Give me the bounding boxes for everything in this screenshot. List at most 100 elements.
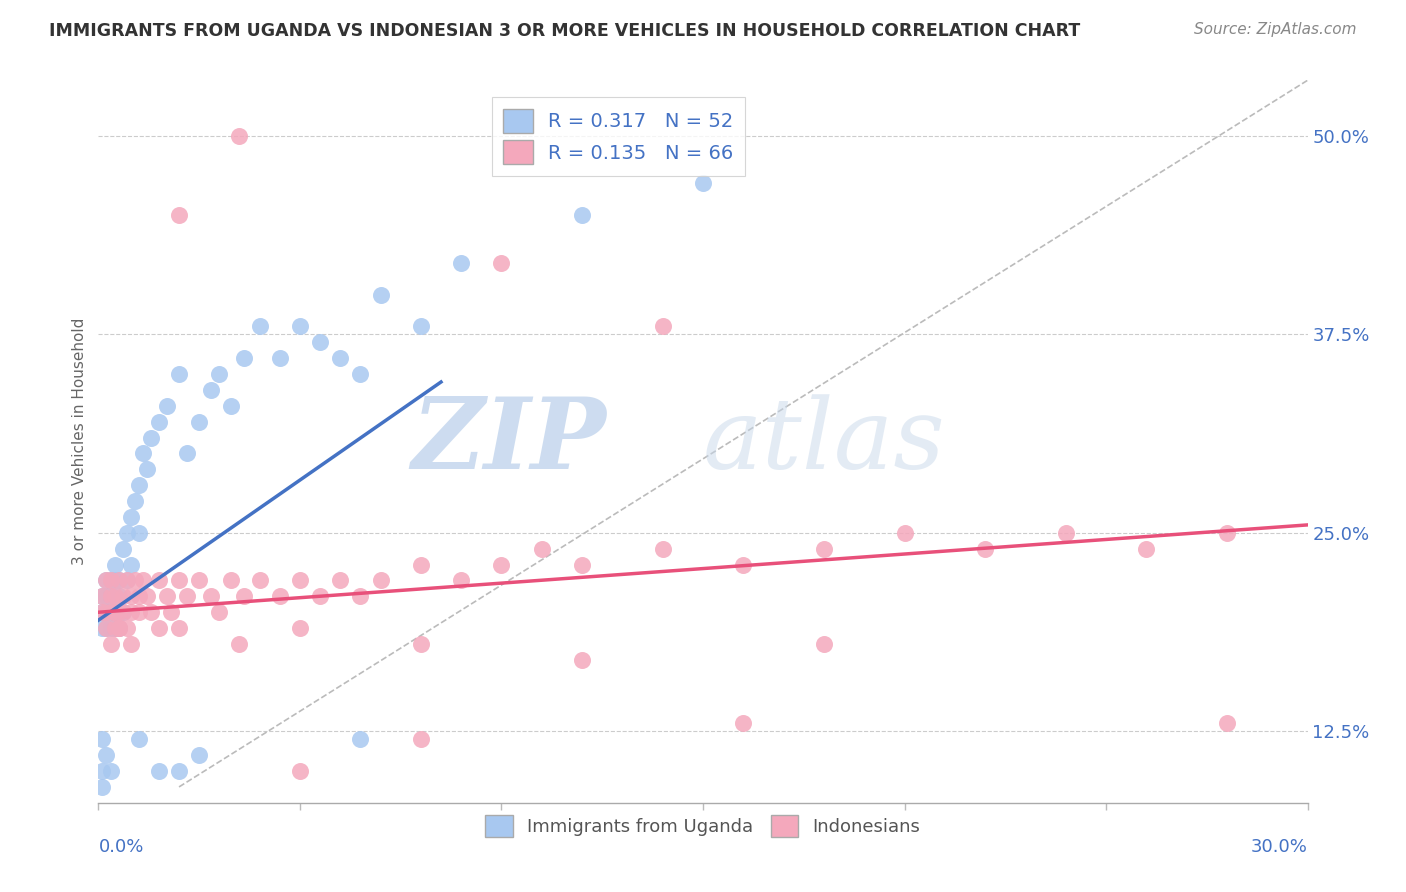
Point xyxy=(349,590,371,604)
Point xyxy=(409,732,432,747)
Point xyxy=(128,525,150,540)
Point xyxy=(100,764,122,778)
Point xyxy=(288,574,311,588)
Point xyxy=(409,637,432,651)
Point xyxy=(128,590,150,604)
Point xyxy=(176,590,198,604)
Point xyxy=(115,621,138,635)
Point xyxy=(813,637,835,651)
Point xyxy=(450,574,472,588)
Legend: Immigrants from Uganda, Indonesians: Immigrants from Uganda, Indonesians xyxy=(478,808,928,845)
Point xyxy=(96,748,118,763)
Point xyxy=(228,637,250,651)
Point xyxy=(409,319,432,334)
Point xyxy=(288,319,311,334)
Point xyxy=(370,287,392,301)
Point xyxy=(128,478,150,492)
Point xyxy=(188,415,211,429)
Point xyxy=(128,605,150,619)
Point xyxy=(269,590,291,604)
Point xyxy=(893,525,915,540)
Point xyxy=(167,621,190,635)
Point xyxy=(651,319,673,334)
Point xyxy=(167,574,190,588)
Point xyxy=(692,177,714,191)
Point xyxy=(107,574,129,588)
Point xyxy=(103,621,125,635)
Point xyxy=(96,590,118,604)
Point xyxy=(156,399,179,413)
Point xyxy=(309,335,332,350)
Point xyxy=(370,574,392,588)
Point xyxy=(107,621,129,635)
Point xyxy=(148,415,170,429)
Point xyxy=(288,764,311,778)
Point xyxy=(107,621,129,635)
Point xyxy=(100,621,122,635)
Point xyxy=(100,574,122,588)
Point xyxy=(124,494,146,508)
Point xyxy=(115,574,138,588)
Point xyxy=(111,590,134,604)
Point xyxy=(450,256,472,270)
Point xyxy=(491,558,513,572)
Point xyxy=(409,558,432,572)
Point xyxy=(96,574,118,588)
Point xyxy=(530,541,553,556)
Point xyxy=(100,590,122,604)
Point xyxy=(96,605,118,619)
Point xyxy=(167,367,190,381)
Point xyxy=(135,462,157,476)
Point xyxy=(288,621,311,635)
Point xyxy=(100,605,122,619)
Point xyxy=(91,590,114,604)
Point xyxy=(111,541,134,556)
Point xyxy=(349,732,371,747)
Point xyxy=(132,446,155,460)
Point xyxy=(128,732,150,747)
Point xyxy=(96,605,118,619)
Point xyxy=(107,590,129,604)
Point xyxy=(107,621,129,635)
Text: IMMIGRANTS FROM UGANDA VS INDONESIAN 3 OR MORE VEHICLES IN HOUSEHOLD CORRELATION: IMMIGRANTS FROM UGANDA VS INDONESIAN 3 O… xyxy=(49,22,1080,40)
Text: atlas: atlas xyxy=(703,394,945,489)
Point xyxy=(91,732,114,747)
Point xyxy=(200,590,222,604)
Point xyxy=(148,574,170,588)
Point xyxy=(1135,541,1157,556)
Point xyxy=(132,574,155,588)
Point xyxy=(349,367,371,381)
Point xyxy=(139,431,162,445)
Point xyxy=(269,351,291,366)
Point xyxy=(96,621,118,635)
Point xyxy=(120,605,142,619)
Point xyxy=(176,446,198,460)
Point xyxy=(100,590,122,604)
Point xyxy=(167,208,190,222)
Point xyxy=(100,574,122,588)
Point xyxy=(103,621,125,635)
Point xyxy=(111,605,134,619)
Point xyxy=(120,558,142,572)
Point xyxy=(200,383,222,397)
Point xyxy=(232,590,254,604)
Point xyxy=(96,574,118,588)
Point xyxy=(107,574,129,588)
Point xyxy=(232,351,254,366)
Point xyxy=(91,764,114,778)
Point xyxy=(124,574,146,588)
Point xyxy=(120,637,142,651)
Point xyxy=(228,128,250,143)
Point xyxy=(571,558,593,572)
Point xyxy=(221,399,243,413)
Point xyxy=(103,574,125,588)
Point xyxy=(139,605,162,619)
Point xyxy=(107,605,129,619)
Point xyxy=(571,653,593,667)
Point xyxy=(167,764,190,778)
Point xyxy=(148,621,170,635)
Point xyxy=(91,590,114,604)
Point xyxy=(100,605,122,619)
Point xyxy=(91,605,114,619)
Point xyxy=(148,764,170,778)
